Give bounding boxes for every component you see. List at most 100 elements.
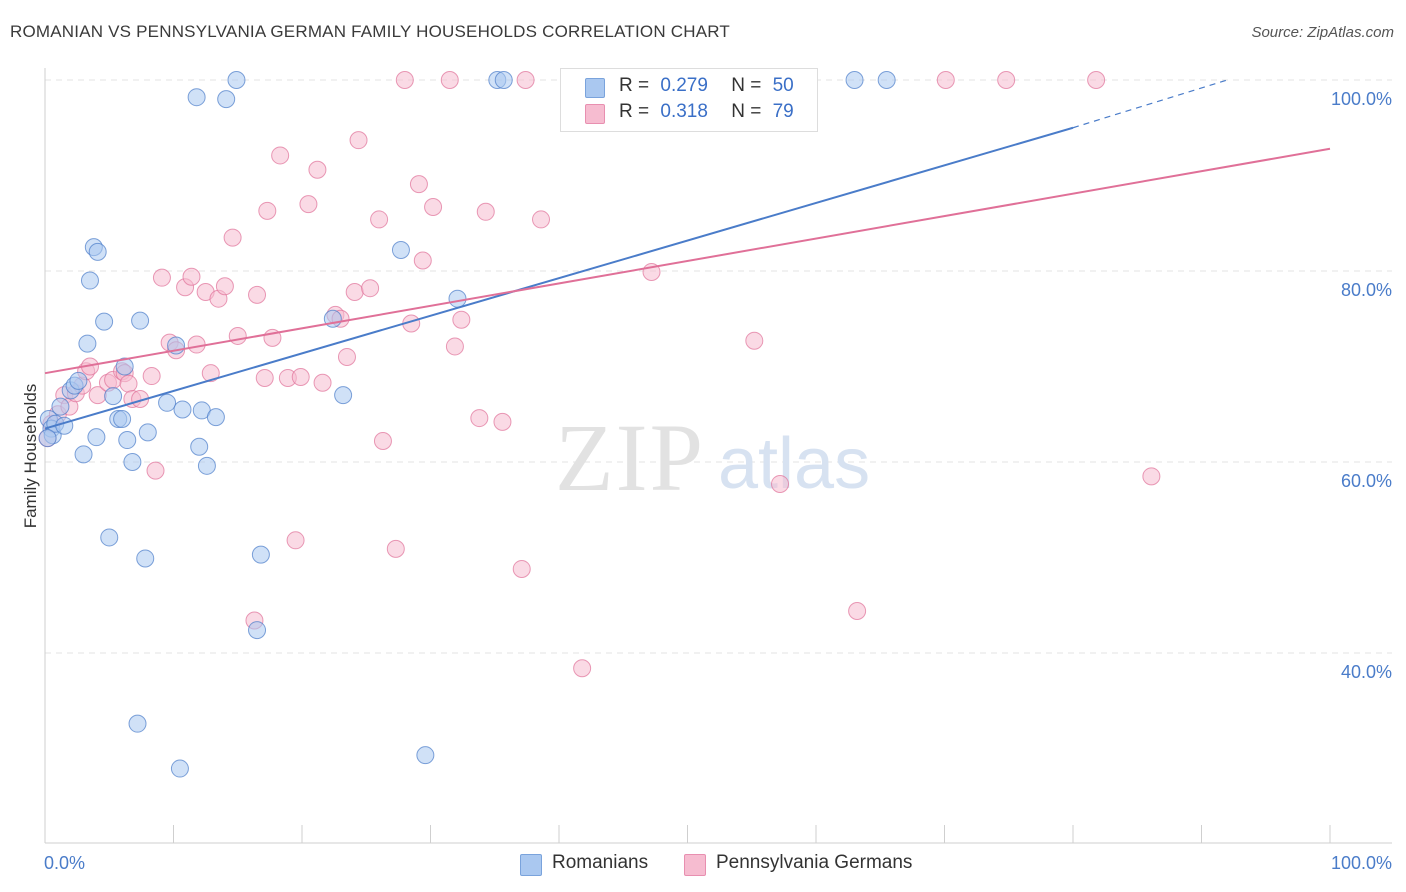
point-pennsylvania-germans <box>215 277 234 296</box>
legend-label-pennsylvania-germans: Pennsylvania Germans <box>716 852 913 873</box>
point-pennsylvania-germans <box>573 659 592 678</box>
point-romanians <box>173 400 192 419</box>
legend-n-value: 50 <box>772 75 794 96</box>
point-romanians <box>51 397 70 416</box>
point-romanians <box>131 311 150 330</box>
point-romanians <box>227 71 246 89</box>
point-romanians <box>138 423 157 442</box>
legend-label-romanians: Romanians <box>552 852 649 873</box>
legend-swatch-pennsylvania-germans <box>585 104 605 124</box>
point-pennsylvania-germans <box>201 364 220 383</box>
y-tick-label: 60.0% <box>1341 471 1392 491</box>
trend-lines <box>44 79 1331 430</box>
trend-line-pennsylvania-germans <box>44 147 1331 375</box>
point-pennsylvania-germans <box>182 267 201 286</box>
point-pennsylvania-germans <box>313 373 332 392</box>
point-romanians <box>416 746 435 765</box>
point-pennsylvania-germans <box>142 367 161 386</box>
point-pennsylvania-germans <box>223 228 242 247</box>
point-romanians <box>80 271 99 290</box>
point-romanians <box>391 240 410 259</box>
point-romanians <box>197 456 216 475</box>
point-pennsylvania-germans <box>512 559 531 578</box>
point-pennsylvania-germans <box>119 374 138 393</box>
point-romanians <box>115 357 134 376</box>
point-pennsylvania-germans <box>337 347 356 366</box>
point-pennsylvania-germans <box>493 412 512 431</box>
point-romanians <box>877 71 896 89</box>
point-romanians <box>448 289 467 308</box>
point-pennsylvania-germans <box>848 601 867 620</box>
legend-swatch-romanians <box>520 854 542 876</box>
point-romanians <box>170 759 189 778</box>
series-legend: Romanians Pennsylvania Germans <box>0 852 1406 878</box>
point-romanians <box>118 431 137 450</box>
x-tick-label-min: 0.0% <box>44 853 85 873</box>
legend-n-label: N = <box>731 101 762 122</box>
point-pennsylvania-germans <box>349 131 368 150</box>
point-pennsylvania-germans <box>258 201 277 220</box>
point-romanians <box>128 714 147 733</box>
point-pennsylvania-germans <box>373 431 392 450</box>
point-pennsylvania-germans <box>532 210 551 229</box>
point-pennsylvania-germans <box>146 461 165 480</box>
point-pennsylvania-germans <box>1142 467 1161 486</box>
point-pennsylvania-germans <box>1087 71 1106 89</box>
legend-r-value: 0.279 <box>660 75 708 96</box>
legend: R = 0.279 N = 50 R = 0.318 N = 79 <box>560 68 818 132</box>
trend-line-romanians-extension <box>1072 79 1228 129</box>
watermark: ZIP atlas <box>555 404 870 511</box>
point-pennsylvania-germans <box>271 146 290 165</box>
legend-n-label: N = <box>731 75 762 96</box>
point-pennsylvania-germans <box>997 71 1016 89</box>
point-pennsylvania-germans <box>745 331 764 350</box>
point-pennsylvania-germans <box>187 335 206 354</box>
legend-swatch-romanians <box>585 78 605 98</box>
point-pennsylvania-germans <box>771 474 790 493</box>
point-pennsylvania-germans <box>255 368 274 387</box>
point-romanians <box>251 545 270 564</box>
legend-n-value: 79 <box>772 101 794 122</box>
legend-swatch-pennsylvania-germans <box>684 854 706 876</box>
point-romanians <box>136 549 155 568</box>
point-pennsylvania-germans <box>445 337 464 356</box>
point-romanians <box>69 371 88 390</box>
point-romanians <box>158 393 177 412</box>
point-romanians <box>95 312 114 331</box>
point-romanians <box>190 437 209 456</box>
trend-line-romanians <box>44 126 1074 430</box>
y-tick-label: 100.0% <box>1331 89 1392 109</box>
y-tick-label: 40.0% <box>1341 662 1392 682</box>
watermark-zip: ZIP <box>555 404 705 511</box>
x-tick-label-max: 100.0% <box>1331 853 1392 873</box>
point-romanians <box>845 71 864 89</box>
point-romanians <box>38 429 57 448</box>
point-pennsylvania-germans <box>299 195 318 214</box>
source-label: Source: ZipAtlas.com <box>1251 24 1394 41</box>
point-pennsylvania-germans <box>413 251 432 270</box>
point-romanians <box>206 408 225 427</box>
point-pennsylvania-germans <box>370 210 389 229</box>
legend-r-label: R = <box>619 101 650 122</box>
point-pennsylvania-germans <box>395 71 414 89</box>
point-pennsylvania-germans <box>470 409 489 428</box>
point-romanians <box>78 334 97 353</box>
point-romanians <box>217 90 236 109</box>
point-pennsylvania-germans <box>476 202 495 221</box>
point-romanians <box>87 428 106 447</box>
point-pennsylvania-germans <box>936 71 955 89</box>
y-tick-label: 80.0% <box>1341 280 1392 300</box>
y-axis-title: Family Households <box>21 384 40 529</box>
point-pennsylvania-germans <box>386 539 405 558</box>
point-romanians <box>123 453 142 471</box>
axes <box>44 68 1392 844</box>
point-pennsylvania-germans <box>286 531 305 550</box>
point-pennsylvania-germans <box>452 310 471 329</box>
grid <box>45 79 1392 654</box>
point-pennsylvania-germans <box>345 283 364 302</box>
point-romanians <box>100 528 119 547</box>
point-pennsylvania-germans <box>291 368 310 387</box>
point-romanians <box>113 410 132 429</box>
chart-title: ROMANIAN VS PENNSYLVANIA GERMAN FAMILY H… <box>10 22 730 41</box>
